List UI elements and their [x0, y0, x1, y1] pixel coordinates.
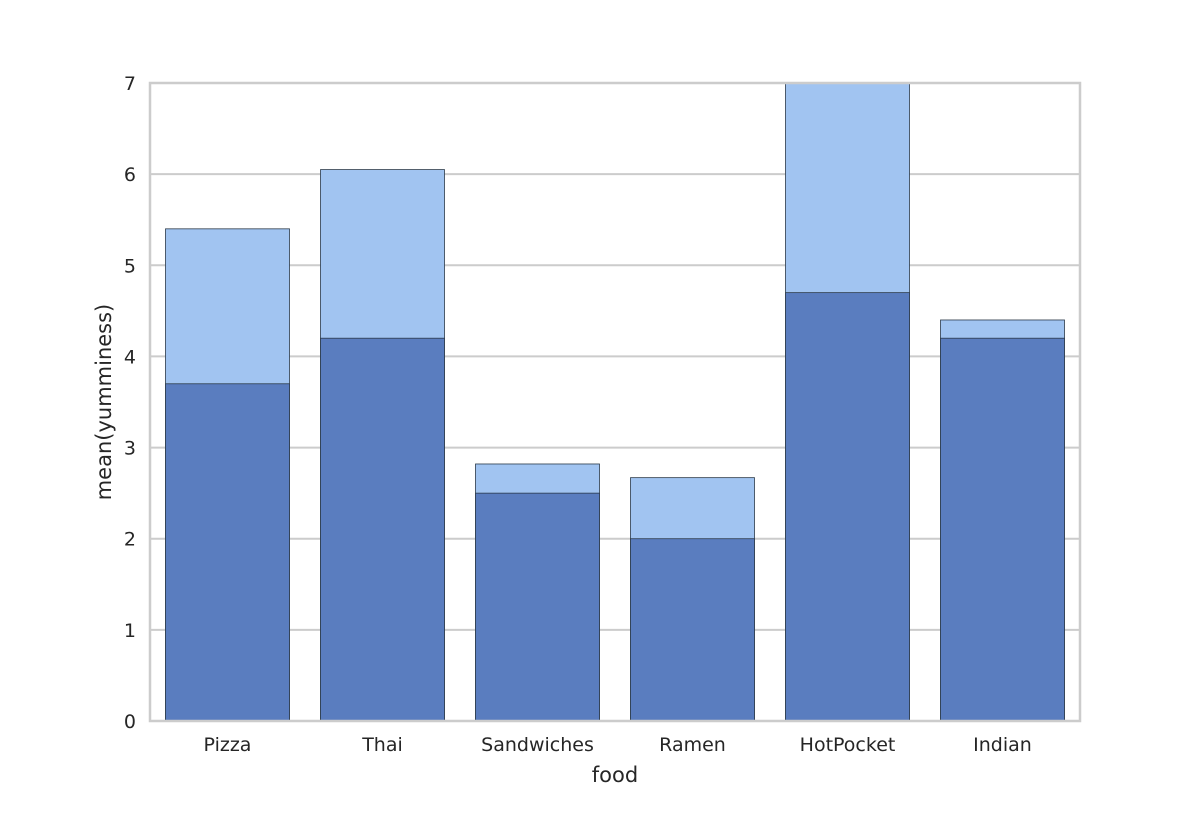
y-axis-label: mean(yumminess)	[92, 304, 116, 501]
y-tick-label: 3	[124, 438, 136, 460]
y-tick-label: 4	[124, 346, 136, 368]
y-tick-label: 0	[124, 711, 136, 733]
y-tick-label: 7	[124, 73, 136, 95]
x-tick-labels: Pizza Thai Sandwiches Ramen HotPocket Indian	[204, 734, 1032, 756]
y-tick-label: 6	[124, 164, 136, 186]
bar-indian-dark	[940, 337, 1065, 722]
y-tick-label: 1	[124, 620, 136, 642]
x-tick-label: Pizza	[204, 734, 252, 756]
bar-sandwiches-dark	[475, 492, 600, 722]
bar-pizza-dark	[165, 383, 290, 722]
x-tick-label: Ramen	[659, 734, 726, 756]
x-tick-label: Sandwiches	[481, 734, 594, 756]
x-tick-label: HotPocket	[800, 734, 896, 756]
series-dark-bars	[165, 292, 1065, 722]
y-tick-label: 2	[124, 529, 136, 551]
bar-ramen-dark	[630, 538, 755, 722]
bar-hotpocket-dark	[785, 292, 910, 722]
y-tick-labels: 0 1 2 3 4 5 6 7	[124, 73, 136, 733]
x-tick-label: Thai	[361, 734, 403, 756]
y-tick-label: 5	[124, 255, 136, 277]
x-tick-label: Indian	[973, 734, 1032, 756]
bar-thai-dark	[320, 337, 445, 722]
x-axis-label: food	[592, 763, 638, 787]
plot-frame	[148, 81, 1082, 723]
